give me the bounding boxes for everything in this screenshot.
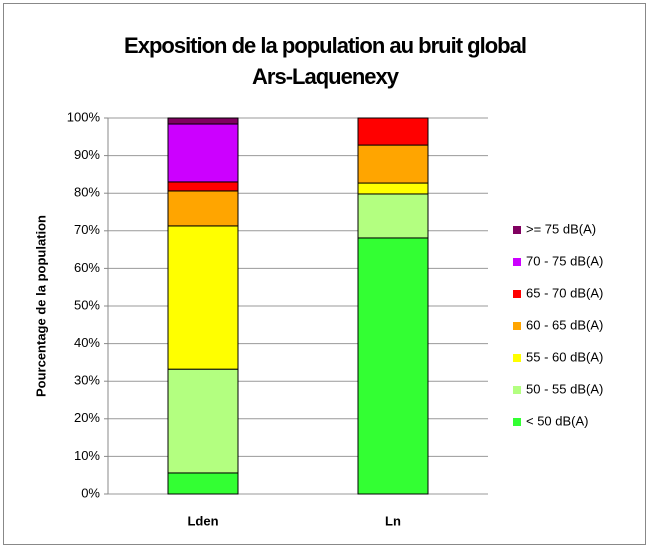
y-tick-label: 90% — [74, 147, 100, 162]
legend-swatch — [513, 354, 521, 362]
bar-segment — [167, 190, 239, 227]
legend-label: 50 - 55 dB(A) — [526, 381, 603, 396]
legend-label: 60 - 65 dB(A) — [526, 317, 603, 332]
bar-segment — [357, 182, 429, 195]
chart-border — [3, 3, 646, 545]
y-tick-label: 70% — [74, 222, 100, 237]
chart-subtitle: Ars-Laquenexy — [252, 64, 400, 89]
legend-label: 55 - 60 dB(A) — [526, 349, 603, 364]
bar-segment — [167, 368, 239, 474]
y-tick-label: 80% — [74, 185, 100, 200]
legend-swatch — [513, 418, 521, 426]
y-tick-label: 20% — [74, 410, 100, 425]
bar-segment — [167, 225, 239, 370]
y-tick-label: 30% — [74, 373, 100, 388]
legend-swatch — [513, 226, 521, 234]
y-tick-label: 100% — [67, 109, 101, 124]
legend-swatch — [513, 386, 521, 394]
chart-title: Exposition de la population au bruit glo… — [124, 33, 526, 58]
legend-label: >= 75 dB(A) — [526, 221, 596, 236]
bar-segment — [167, 117, 239, 125]
y-tick-label: 60% — [74, 260, 100, 275]
legend-label: 70 - 75 dB(A) — [526, 253, 603, 268]
legend-swatch — [513, 258, 521, 266]
bar-segment — [167, 123, 239, 183]
legend-label: < 50 dB(A) — [526, 413, 589, 428]
y-tick-label: 40% — [74, 335, 100, 350]
legend-swatch — [513, 322, 521, 330]
bar-segment — [357, 237, 429, 495]
y-axis-label: Pourcentage de la population — [33, 215, 48, 397]
bar-segment — [357, 144, 429, 184]
y-tick-label: 0% — [81, 485, 100, 500]
bar-segment — [357, 193, 429, 239]
bar-segment — [357, 117, 429, 146]
legend-label: 65 - 70 dB(A) — [526, 285, 603, 300]
x-tick-label: Lden — [187, 513, 218, 528]
legend-swatch — [513, 290, 521, 298]
bar-segment — [167, 472, 239, 495]
x-tick-label: Ln — [385, 513, 401, 528]
y-tick-label: 10% — [74, 448, 100, 463]
bar-segment — [167, 181, 239, 192]
y-tick-label: 50% — [74, 297, 100, 312]
